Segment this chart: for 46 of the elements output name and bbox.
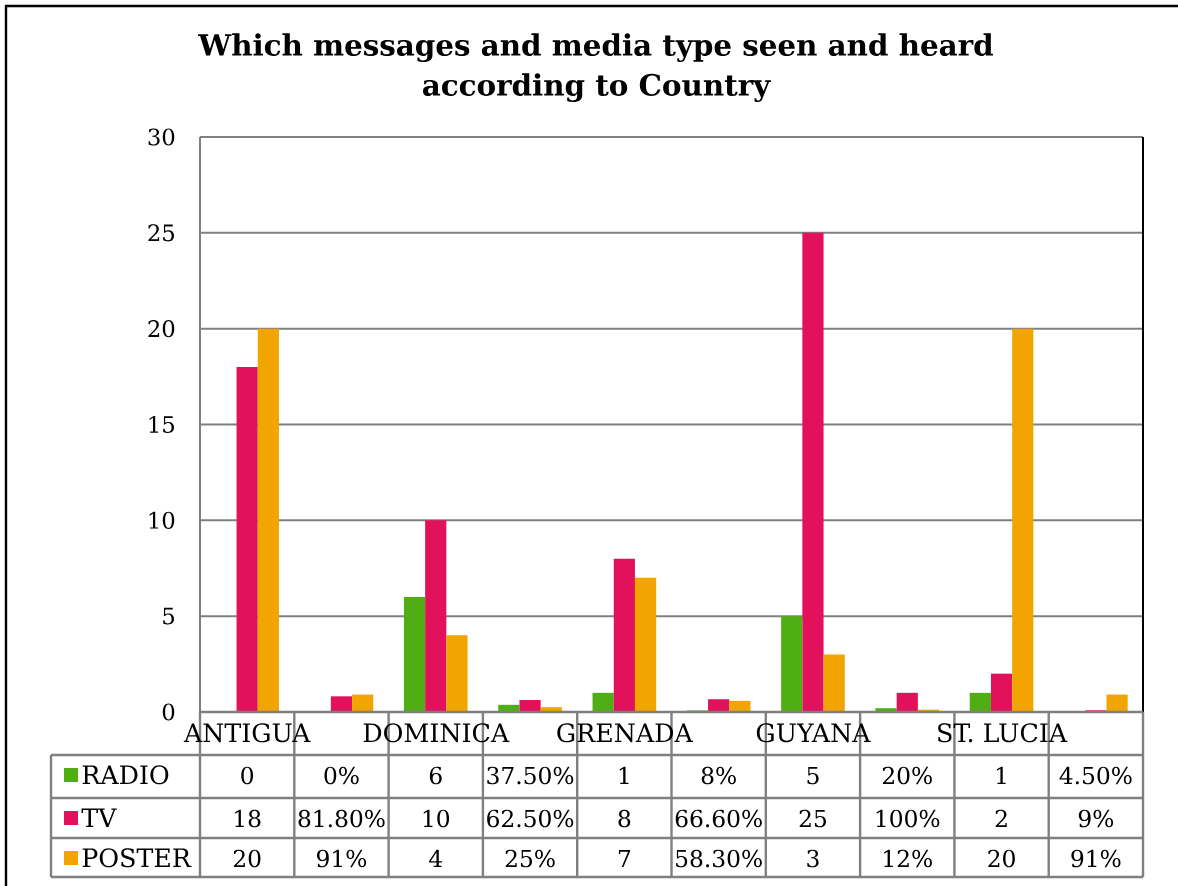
data-label: 1: [619, 766, 629, 784]
data-label: 25: [799, 809, 826, 828]
data-label: 10: [423, 809, 450, 828]
x-tick-label: ST. LUCIA: [938, 723, 1068, 743]
x-tick-label: DOMINICA: [363, 723, 510, 743]
data-label: 58.30%: [676, 849, 762, 868]
data-label: 6: [429, 766, 442, 785]
data-label: 8%: [701, 766, 736, 785]
data-label: 81.80%: [298, 809, 385, 828]
y-tick-label: 20: [148, 320, 175, 338]
data-label: 37.50%: [487, 766, 574, 785]
x-tick-label: GUYANA: [756, 723, 871, 743]
chart-title: Which messages and media type seen and heard according to Country: [198, 33, 993, 103]
data-label: 100%: [876, 809, 940, 828]
data-label: 62.50%: [487, 809, 574, 828]
y-tick-label: 10: [149, 511, 175, 529]
data-label: 0: [241, 766, 254, 785]
data-label: 20: [988, 849, 1015, 868]
data-label: 4: [429, 849, 443, 867]
x-tick-label: ANTIGUA: [183, 723, 311, 743]
y-tick-label: 30: [148, 128, 175, 146]
data-label: 8: [618, 809, 631, 828]
y-tick-label: 5: [163, 607, 174, 625]
data-label: 18: [235, 809, 261, 828]
data-label: 91%: [1071, 849, 1121, 868]
y-tick-label: 25: [148, 224, 174, 242]
data-label: 1: [996, 766, 1006, 784]
y-tick-label: 15: [149, 415, 174, 434]
y-tick-label: 0: [162, 703, 175, 721]
data-label: 20: [233, 849, 261, 868]
legend-label: POSTER: [82, 848, 192, 868]
data-label: 91%: [316, 849, 367, 868]
data-label: 5: [807, 766, 819, 785]
data-label: 12%: [884, 849, 932, 868]
data-label: 66.60%: [675, 809, 762, 828]
legend-label: TV: [81, 808, 117, 827]
data-label: 25%: [505, 849, 555, 868]
legend-label: RADIO: [82, 765, 169, 785]
data-label: 2: [995, 809, 1007, 827]
data-label: 20%: [882, 766, 932, 785]
data-label: 7: [618, 849, 631, 867]
x-tick-label: GRENADA: [557, 723, 694, 743]
data-label: 4.50%: [1059, 766, 1132, 785]
data-label: 3: [807, 849, 819, 868]
data-label: 9%: [1078, 809, 1114, 828]
data-label: 0%: [324, 766, 359, 785]
